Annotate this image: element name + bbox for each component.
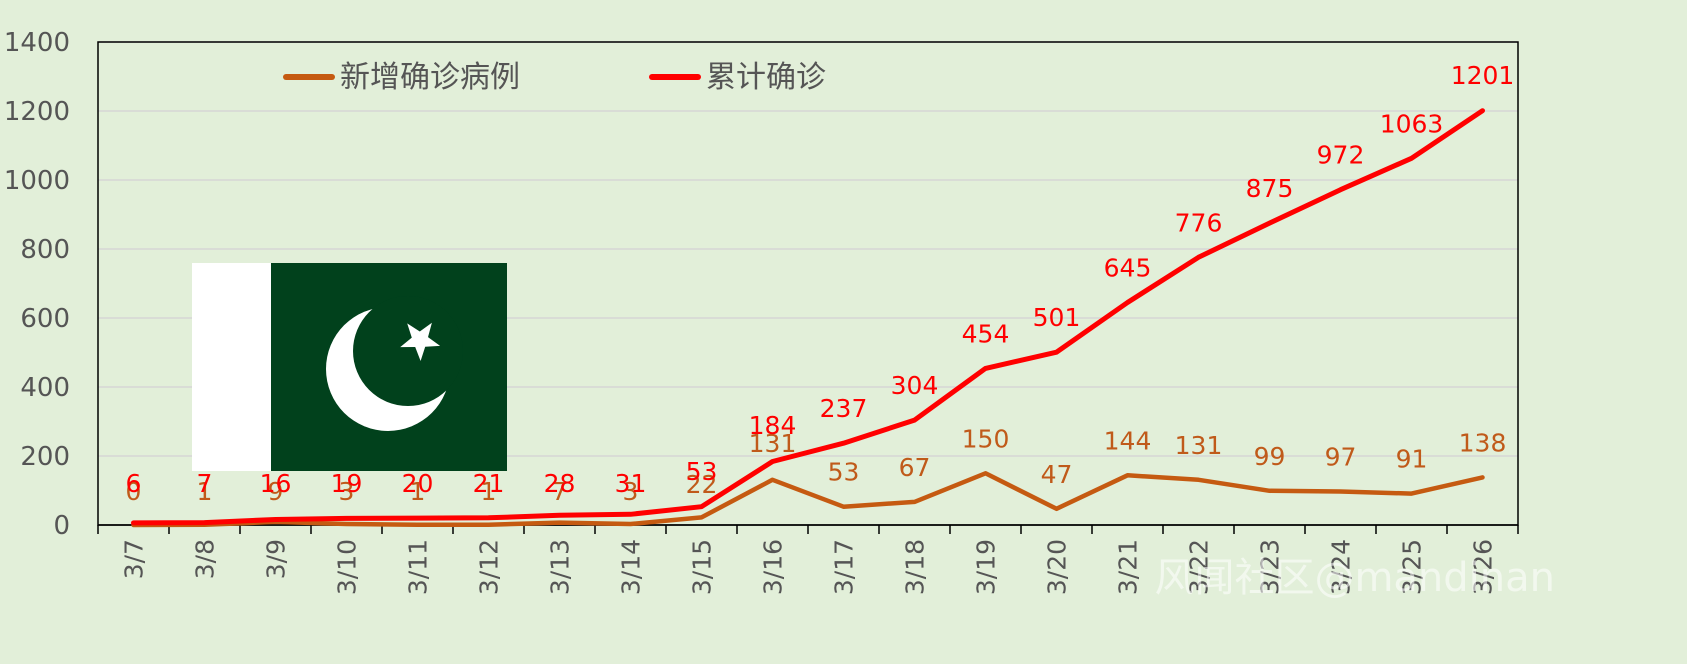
data-label-new: 7 (552, 477, 568, 506)
data-label-cumulative: 645 (1104, 253, 1152, 282)
data-label-new: 67 (899, 453, 931, 482)
data-label-cumulative: 875 (1246, 174, 1294, 203)
data-label-new: 1 (197, 477, 213, 506)
x-tick-label: 3/7 (120, 539, 149, 579)
y-tick-label: 1400 (4, 28, 70, 58)
x-tick-label: 3/19 (972, 539, 1001, 595)
x-tick-label: 3/25 (1398, 539, 1427, 595)
data-label-new: 144 (1104, 426, 1152, 455)
data-label-cumulative: 6 (126, 469, 142, 498)
y-tick-label: 1200 (4, 97, 70, 127)
data-label-new: 3 (339, 477, 355, 506)
data-label-cumulative: 21 (473, 469, 505, 498)
x-tick-label: 3/10 (333, 539, 362, 595)
y-tick-label: 400 (20, 373, 70, 403)
data-label-cumulative: 776 (1175, 208, 1223, 237)
x-tick-label: 3/23 (1256, 539, 1285, 595)
legend-label: 累计确诊 (706, 60, 826, 95)
data-label-cumulative: 7 (197, 469, 213, 498)
x-tick-label: 3/9 (262, 539, 291, 579)
series-line-new-cases (131, 471, 1485, 528)
data-label-new: 150 (962, 424, 1010, 453)
x-tick-label: 3/12 (475, 539, 504, 595)
x-tick-label: 3/20 (1043, 539, 1072, 595)
data-label-cumulative: 237 (820, 394, 868, 423)
data-label-cumulative: 20 (402, 469, 434, 498)
y-tick-label: 1000 (4, 166, 70, 196)
data-label-cumulative: 16 (260, 469, 292, 498)
x-tick-label: 3/11 (404, 539, 433, 595)
data-label-cumulative: 1063 (1380, 109, 1444, 138)
x-tick-label: 3/24 (1327, 539, 1356, 595)
x-tick-label: 3/15 (688, 539, 717, 595)
x-tick-label: 3/13 (546, 539, 575, 595)
data-label-cumulative: 972 (1317, 141, 1365, 170)
data-label-cumulative: 304 (891, 371, 939, 400)
x-tick-label: 3/21 (1114, 539, 1143, 595)
data-label-cumulative: 53 (686, 457, 718, 486)
data-label-new: 9 (268, 477, 284, 506)
legend-label: 新增确诊病例 (340, 60, 520, 95)
data-label-new: 97 (1325, 443, 1357, 472)
x-tick-label: 3/8 (191, 539, 220, 579)
y-tick-label: 0 (53, 511, 70, 541)
x-tick-label: 3/22 (1185, 539, 1214, 595)
series-line-cumulative (131, 108, 1485, 526)
data-label-new: 0 (126, 477, 142, 506)
y-tick-label: 200 (20, 442, 70, 472)
data-label-new: 1 (481, 477, 497, 506)
x-tick-label: 3/14 (617, 539, 646, 595)
y-tick-label: 800 (20, 235, 70, 265)
data-label-cumulative: 28 (544, 469, 576, 498)
data-label-cumulative: 454 (962, 319, 1010, 348)
data-label-new: 22 (686, 470, 718, 499)
x-tick-label: 3/18 (901, 539, 930, 595)
data-label-new: 47 (1041, 460, 1073, 489)
y-tick-label: 600 (20, 304, 70, 334)
x-tick-label: 3/26 (1469, 539, 1498, 595)
flag-star-icon (400, 322, 441, 361)
x-tick-label: 3/16 (759, 539, 788, 595)
data-label-new: 91 (1396, 445, 1428, 474)
data-label-new: 53 (828, 458, 860, 487)
data-label-new: 3 (623, 477, 639, 506)
x-tick-label: 3/17 (830, 539, 859, 595)
data-label-cumulative: 501 (1033, 303, 1081, 332)
data-label-cumulative: 19 (331, 469, 363, 498)
data-label-new: 131 (749, 429, 797, 458)
data-label-cumulative: 184 (749, 411, 797, 440)
watermark-text: 风闻社区@mandinan (1154, 555, 1555, 601)
data-label-cumulative: 31 (615, 469, 647, 498)
data-label-new: 131 (1175, 431, 1223, 460)
flag-crescent-inner (353, 296, 463, 406)
data-label-new: 1 (410, 477, 426, 506)
data-label-new: 138 (1459, 428, 1507, 457)
data-label-cumulative: 1201 (1451, 61, 1515, 90)
data-label-new: 99 (1254, 442, 1286, 471)
